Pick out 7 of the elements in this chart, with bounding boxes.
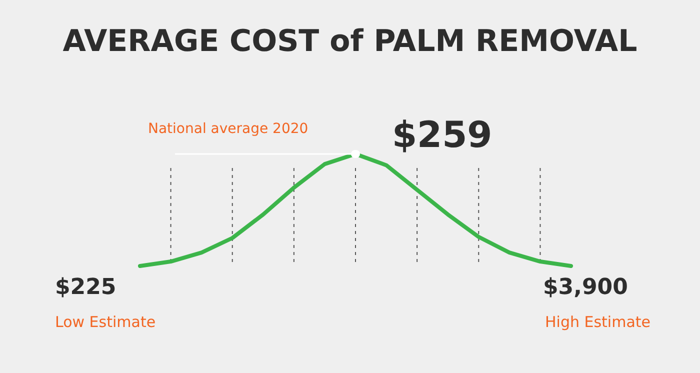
text: Low Estimate (55, 313, 156, 331)
ref-line-label: National average 2020 (148, 121, 308, 137)
annotation: $259 (392, 115, 492, 156)
text: $225 (55, 275, 116, 300)
chart-title: AVERAGE COST of PALM REMOVAL (62, 24, 638, 59)
text: $3,900 (543, 275, 628, 300)
text: High Estimate (545, 313, 650, 331)
